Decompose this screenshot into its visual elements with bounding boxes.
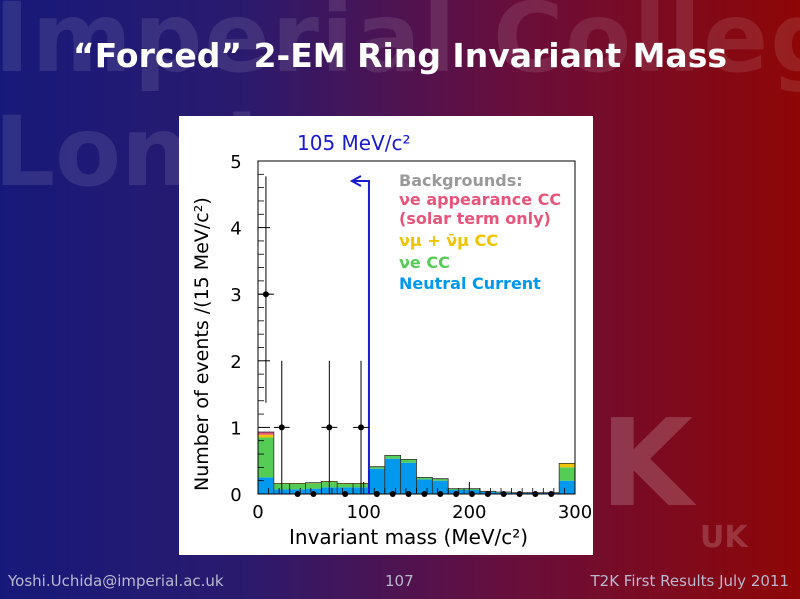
data-point-13 [468, 491, 475, 497]
bar-numu-19 [559, 463, 575, 468]
cut-label: 105 MeV/c² [297, 131, 411, 155]
bar-nue-7 [368, 466, 385, 469]
x-tick-label-3: 300 [558, 502, 592, 523]
x-tick-label-2: 200 [452, 502, 486, 523]
bar-app-0 [258, 432, 274, 435]
footer-page-number: 107 [385, 572, 414, 590]
footer-email: Yoshi.Uchida@imperial.ac.uk [8, 572, 224, 590]
data-point-14 [484, 491, 491, 497]
bar-nue-8 [384, 455, 401, 459]
bar-nue-2 [289, 484, 306, 490]
x-tick-label-0: 0 [252, 502, 263, 523]
invariant-mass-chart: 0 1 2 3 4 5 0 100 200 300 105 MeV/c² Invariant ma… [191, 131, 592, 549]
data-points [258, 176, 555, 497]
y-tick-label-3: 3 [230, 285, 241, 306]
legend-entry-nue: νe CC [399, 253, 450, 272]
bar-nc-10 [416, 479, 433, 494]
data-point-17 [532, 491, 539, 497]
y-tick-label-4: 4 [230, 219, 241, 240]
bar-nue-12 [448, 488, 465, 491]
legend-entry-nue-appearance: νe appearance CC [399, 190, 561, 209]
legend: Backgrounds: νe appearance CC (solar ter… [399, 171, 561, 293]
data-point-16 [516, 491, 523, 497]
bar-outline-9 [400, 458, 417, 494]
bar-nue-5 [337, 484, 354, 488]
bar-nue-13 [464, 488, 480, 491]
x-tick-label-1: 100 [346, 502, 380, 523]
x-axis-label: Invariant mass (MeV/c²) [289, 525, 528, 549]
bar-nc-19 [559, 480, 575, 494]
bar-nue-0 [258, 437, 274, 478]
footer-event: T2K First Results July 2011 [590, 572, 790, 590]
slide-title: “Forced” 2-EM Ring Invariant Mass [73, 36, 727, 75]
data-point-3 [310, 491, 317, 497]
legend-title: Backgrounds: [399, 171, 523, 190]
bar-nue-10 [416, 477, 433, 480]
bar-nc-11 [432, 480, 449, 494]
bar-nc-8 [384, 458, 401, 494]
watermark-logo-sub: UK [700, 520, 748, 555]
data-point-6 [358, 424, 365, 431]
cut-line [353, 179, 370, 494]
watermark-logo: K [600, 395, 693, 534]
cut-marker [349, 175, 370, 494]
bar-nue-11 [432, 478, 449, 481]
chart-panel: 0 1 2 3 4 5 0 100 200 300 105 MeV/c² Invariant ma… [179, 116, 593, 555]
data-point-18 [548, 491, 555, 497]
y-axis-label: Number of events /(15 MeV/c²) [191, 197, 213, 491]
data-point-8 [389, 491, 396, 497]
bar-nc-0 [258, 477, 274, 494]
y-tick-label-1: 1 [230, 418, 241, 439]
data-point-7 [373, 491, 380, 497]
bar-nue-9 [400, 459, 417, 463]
data-point-12 [453, 491, 460, 497]
cut-arrowhead [349, 175, 362, 187]
y-tick-label-5: 5 [230, 152, 241, 173]
y-tick-label-2: 2 [230, 352, 241, 373]
bar-nue-3 [305, 483, 322, 489]
bar-nc-9 [400, 462, 417, 494]
data-point-2 [294, 491, 301, 497]
bar-numu-0 [258, 434, 274, 438]
data-point-11 [437, 491, 444, 497]
background-bars [257, 431, 576, 494]
data-point-9 [405, 491, 412, 497]
legend-entry-numu: νμ + ν̄μ CC [399, 231, 498, 250]
bar-outline-11 [431, 478, 449, 494]
data-point-5 [342, 491, 349, 497]
data-point-10 [421, 491, 428, 497]
axis-ticks: 0 1 2 3 4 5 0 100 200 300 [230, 152, 592, 523]
data-point-4 [326, 424, 333, 431]
watermark-college-name: Imperial Colleg [0, 0, 800, 94]
bar-nue-19 [559, 467, 575, 481]
bar-nc-5 [337, 487, 354, 494]
legend-entry-solar-term: (solar term only) [399, 209, 551, 228]
data-point-1 [278, 424, 285, 431]
data-point-0 [262, 291, 269, 298]
y-tick-label-0: 0 [230, 485, 241, 506]
data-point-15 [500, 491, 507, 497]
bar-nc-7 [368, 468, 385, 494]
legend-entry-neutral-current: Neutral Current [399, 274, 541, 293]
